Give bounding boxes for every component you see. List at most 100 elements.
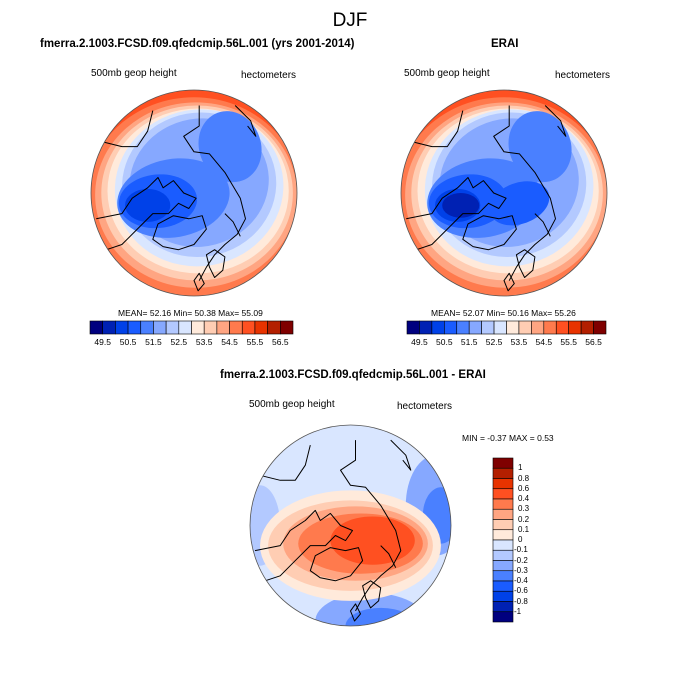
panel-1-stats: MEAN= 52.16 Min= 50.38 Max= 55.09: [118, 308, 263, 318]
colorbar-box: [492, 529, 514, 541]
colorbar-box: [492, 580, 514, 592]
colorbar-box: [492, 467, 514, 479]
colorbar-tick-label: -0.1: [514, 545, 528, 555]
colorbar-box: [419, 320, 433, 335]
panel-2-map: [400, 89, 608, 297]
colorbar-box: [492, 478, 514, 490]
colorbar-box: [492, 539, 514, 551]
colorbar-box: [518, 320, 532, 335]
coastline: [309, 547, 364, 582]
colorbar-box: [89, 320, 103, 335]
colorbar-tick-label: 0: [518, 535, 523, 544]
contour-fill: [442, 193, 480, 218]
contour-fill: [330, 516, 415, 565]
colorbar-box: [492, 560, 514, 572]
coastline: [390, 439, 412, 471]
colorbar-box: [580, 320, 594, 335]
coastline: [259, 444, 311, 481]
colorbar-box: [241, 320, 256, 335]
coastline: [350, 603, 361, 622]
colorbar-box: [406, 320, 420, 335]
colorbar-box: [431, 320, 445, 335]
colorbar-box: [267, 320, 281, 335]
colorbar-tick-label: -1: [514, 606, 522, 616]
coastline: [380, 545, 397, 568]
colorbar-tick-label: -0.4: [514, 576, 528, 585]
colorbar-box: [216, 320, 230, 335]
panel-3-stats: MIN = -0.37 MAX = 0.53: [462, 433, 554, 443]
coastline: [503, 272, 515, 292]
coastline: [152, 215, 207, 251]
colorbar-tick-label: 50.5: [119, 337, 137, 347]
panel-2-title: ERAI: [491, 38, 519, 50]
colorbar-tick-label: 54.5: [221, 337, 238, 347]
colorbar-box: [280, 320, 294, 335]
panel-1-variable-label: 500mb geop height: [91, 68, 177, 79]
map-boundary: [249, 424, 452, 627]
colorbar-box: [492, 519, 514, 531]
colorbar-box: [492, 508, 514, 520]
panel-3-colorbar: [492, 457, 514, 623]
colorbar-box: [531, 320, 545, 335]
coastline: [183, 105, 246, 281]
colorbar-box: [568, 320, 582, 335]
colorbar-box: [543, 320, 557, 335]
panel-2-stats: MEAN= 52.07 Min= 50.16 Max= 55.26: [431, 308, 576, 318]
colorbar-tick-label: -0.8: [514, 596, 528, 606]
coastline: [406, 177, 507, 251]
colorbar-tick-label: -0.6: [514, 586, 528, 596]
coastline: [411, 110, 464, 148]
coastline: [205, 249, 226, 278]
colorbar-box: [492, 488, 514, 500]
colorbar-box: [254, 320, 268, 335]
colorbar-tick-label: 0.3: [518, 504, 530, 514]
panel-3-title: fmerra.2.1003.FCSD.f09.qfedcmip.56L.001 …: [220, 369, 486, 381]
map-boundary: [90, 89, 298, 297]
colorbar-tick-label: 0.8: [518, 473, 530, 483]
colorbar-tick-label: -0.2: [514, 555, 528, 565]
colorbar-tick-label: 53.5: [510, 337, 528, 347]
contour-fill: [198, 111, 262, 183]
colorbar-tick-label: 54.5: [535, 337, 553, 347]
colorbar-box: [492, 611, 514, 623]
coastline: [96, 177, 197, 251]
panel-3-colorbar-ticks: 1 0.8 0.6 0.4 0.3 0.2 0.1 0 -0.1 -0.2 -0.3 -0.4 -0.6…: [514, 458, 544, 622]
colorbar-box: [492, 549, 514, 561]
contour-fill: [124, 188, 171, 222]
colorbar-box: [468, 320, 482, 335]
colorbar-box: [140, 320, 154, 335]
coastline: [234, 105, 257, 137]
panel-1-colorbar-ticks: 49.5 50.5 51.5 52.5 53.5 54.5 55.5 56.5: [90, 337, 293, 349]
colorbar-tick-label: 55.5: [246, 337, 264, 347]
colorbar-tick-label: 55.5: [560, 337, 577, 347]
colorbar-tick-label: 0.2: [518, 514, 530, 524]
panel-2-colorbar-ticks: 49.5 50.5 51.5 52.5 53.5 54.5 55.5 56.5: [407, 337, 606, 349]
coastline: [254, 509, 353, 582]
colorbar-tick-label: -0.3: [514, 565, 528, 575]
colorbar-box: [456, 320, 470, 335]
figure-title: DJF: [332, 10, 368, 31]
colorbar-tick-label: 0.1: [518, 524, 530, 534]
colorbar-box: [492, 590, 514, 602]
colorbar-box: [492, 601, 514, 613]
colorbar-box: [203, 320, 218, 335]
contour-fill: [508, 111, 572, 183]
coastline: [544, 105, 567, 137]
colorbar-box: [191, 320, 205, 335]
colorbar-box: [102, 320, 116, 335]
colorbar-tick-label: 51.5: [145, 337, 162, 347]
colorbar-box: [229, 320, 243, 335]
colorbar-box: [153, 320, 167, 335]
colorbar-box: [115, 320, 129, 335]
colorbar-box: [444, 320, 458, 335]
coastline: [493, 105, 556, 281]
coastline: [462, 215, 517, 251]
coastline: [534, 213, 551, 237]
coastline: [101, 110, 154, 148]
colorbar-tick-label: 56.5: [585, 337, 602, 347]
coastline: [362, 580, 382, 609]
panel-2-variable-label: 500mb geop height: [404, 68, 490, 79]
contour-fill: [489, 181, 550, 226]
panel-3-units-label: hectometers: [397, 401, 453, 412]
colorbar-box: [506, 320, 520, 335]
